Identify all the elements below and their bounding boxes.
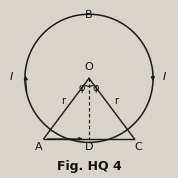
Text: I: I [10, 72, 13, 82]
Text: Fig. HQ 4: Fig. HQ 4 [57, 160, 121, 173]
Text: A: A [35, 142, 42, 151]
Text: C: C [134, 142, 142, 151]
Text: φ: φ [79, 83, 85, 93]
Text: φ: φ [93, 83, 99, 93]
Text: B: B [85, 10, 93, 20]
Text: r: r [115, 96, 119, 106]
Text: D: D [85, 142, 93, 151]
Text: r: r [61, 96, 65, 106]
Text: I: I [163, 72, 166, 82]
Text: O: O [85, 62, 93, 72]
